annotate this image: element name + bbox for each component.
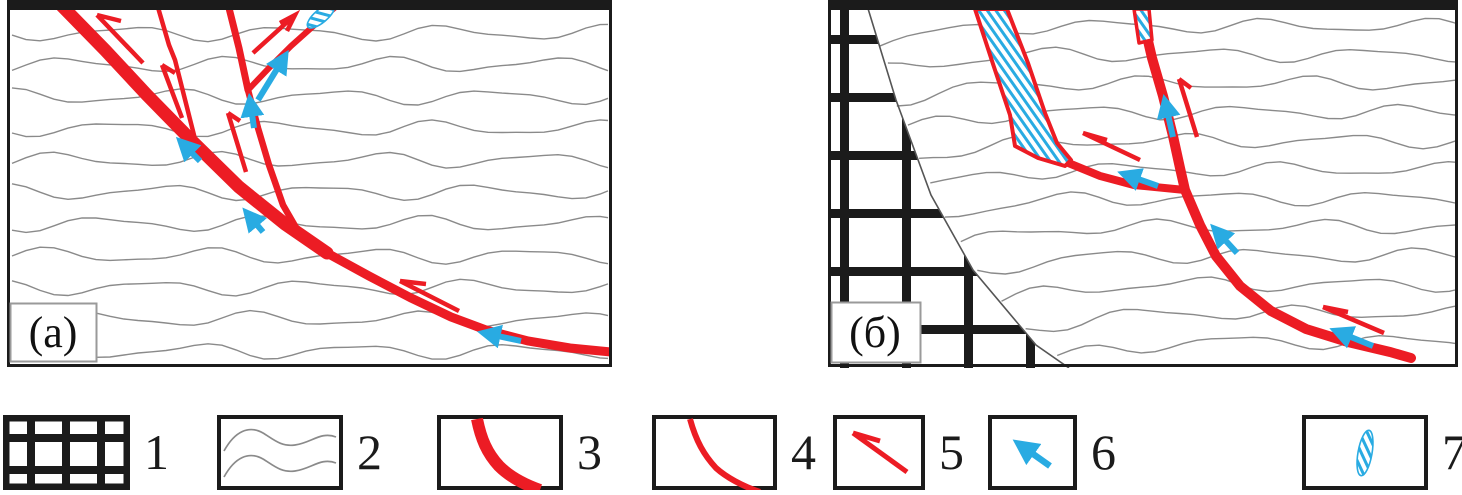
legend-number: 7 xyxy=(1442,424,1462,480)
legend-number: 4 xyxy=(791,424,816,480)
layered-strata-icon xyxy=(217,415,343,490)
shear-arrows xyxy=(1082,77,1385,336)
legend-item-3: 3 xyxy=(437,415,602,490)
displacement-half-arrow-icon xyxy=(833,415,925,490)
major-fault xyxy=(1062,3,1416,363)
surface-bar xyxy=(7,0,612,10)
surface-bar xyxy=(828,0,1458,10)
panel-a-border xyxy=(7,0,612,367)
legend-number: 1 xyxy=(144,424,169,480)
panel-a-label: (а) xyxy=(9,302,98,363)
panel-b-label: (б) xyxy=(830,301,922,364)
panel-a: (а) xyxy=(7,0,612,368)
fluid-flow-arrow-icon xyxy=(988,415,1077,490)
panel-b: (б) xyxy=(828,0,1458,368)
panel-b-drawing: (б) xyxy=(828,0,1458,368)
panel-a-label-text: (а) xyxy=(29,308,78,357)
legend-item-1: 1 xyxy=(3,415,169,490)
legend-number: 5 xyxy=(939,424,964,480)
shear-arrows xyxy=(95,9,461,314)
legend-item-5: 5 xyxy=(833,415,964,490)
major-fault xyxy=(55,0,612,357)
flow-arrows xyxy=(175,49,522,349)
major-fault-icon xyxy=(437,415,563,490)
strata-layers xyxy=(11,23,609,360)
basement-boundary xyxy=(865,1,1070,368)
panel-a-drawing: (а) xyxy=(7,0,612,367)
panel-b-label-text: (б) xyxy=(849,308,901,357)
legend: 1 2 3 4 xyxy=(0,415,1462,495)
legend-item-4: 4 xyxy=(652,415,816,490)
minor-fault-icon xyxy=(652,415,777,490)
minor-faults xyxy=(154,0,341,242)
mineralized-vein-lens-icon xyxy=(1302,415,1428,490)
legend-number: 3 xyxy=(577,424,602,480)
flow-arrows xyxy=(1117,93,1375,349)
legend-number: 6 xyxy=(1091,424,1116,480)
vein-lens-small xyxy=(1132,7,1154,45)
legend-item-6: 6 xyxy=(988,415,1116,490)
legend-item-7: 7 xyxy=(1302,415,1462,490)
basement-grid-icon xyxy=(3,415,130,490)
vein-lens-large xyxy=(973,7,1073,168)
legend-number: 2 xyxy=(357,424,382,480)
legend-item-2: 2 xyxy=(217,415,382,490)
